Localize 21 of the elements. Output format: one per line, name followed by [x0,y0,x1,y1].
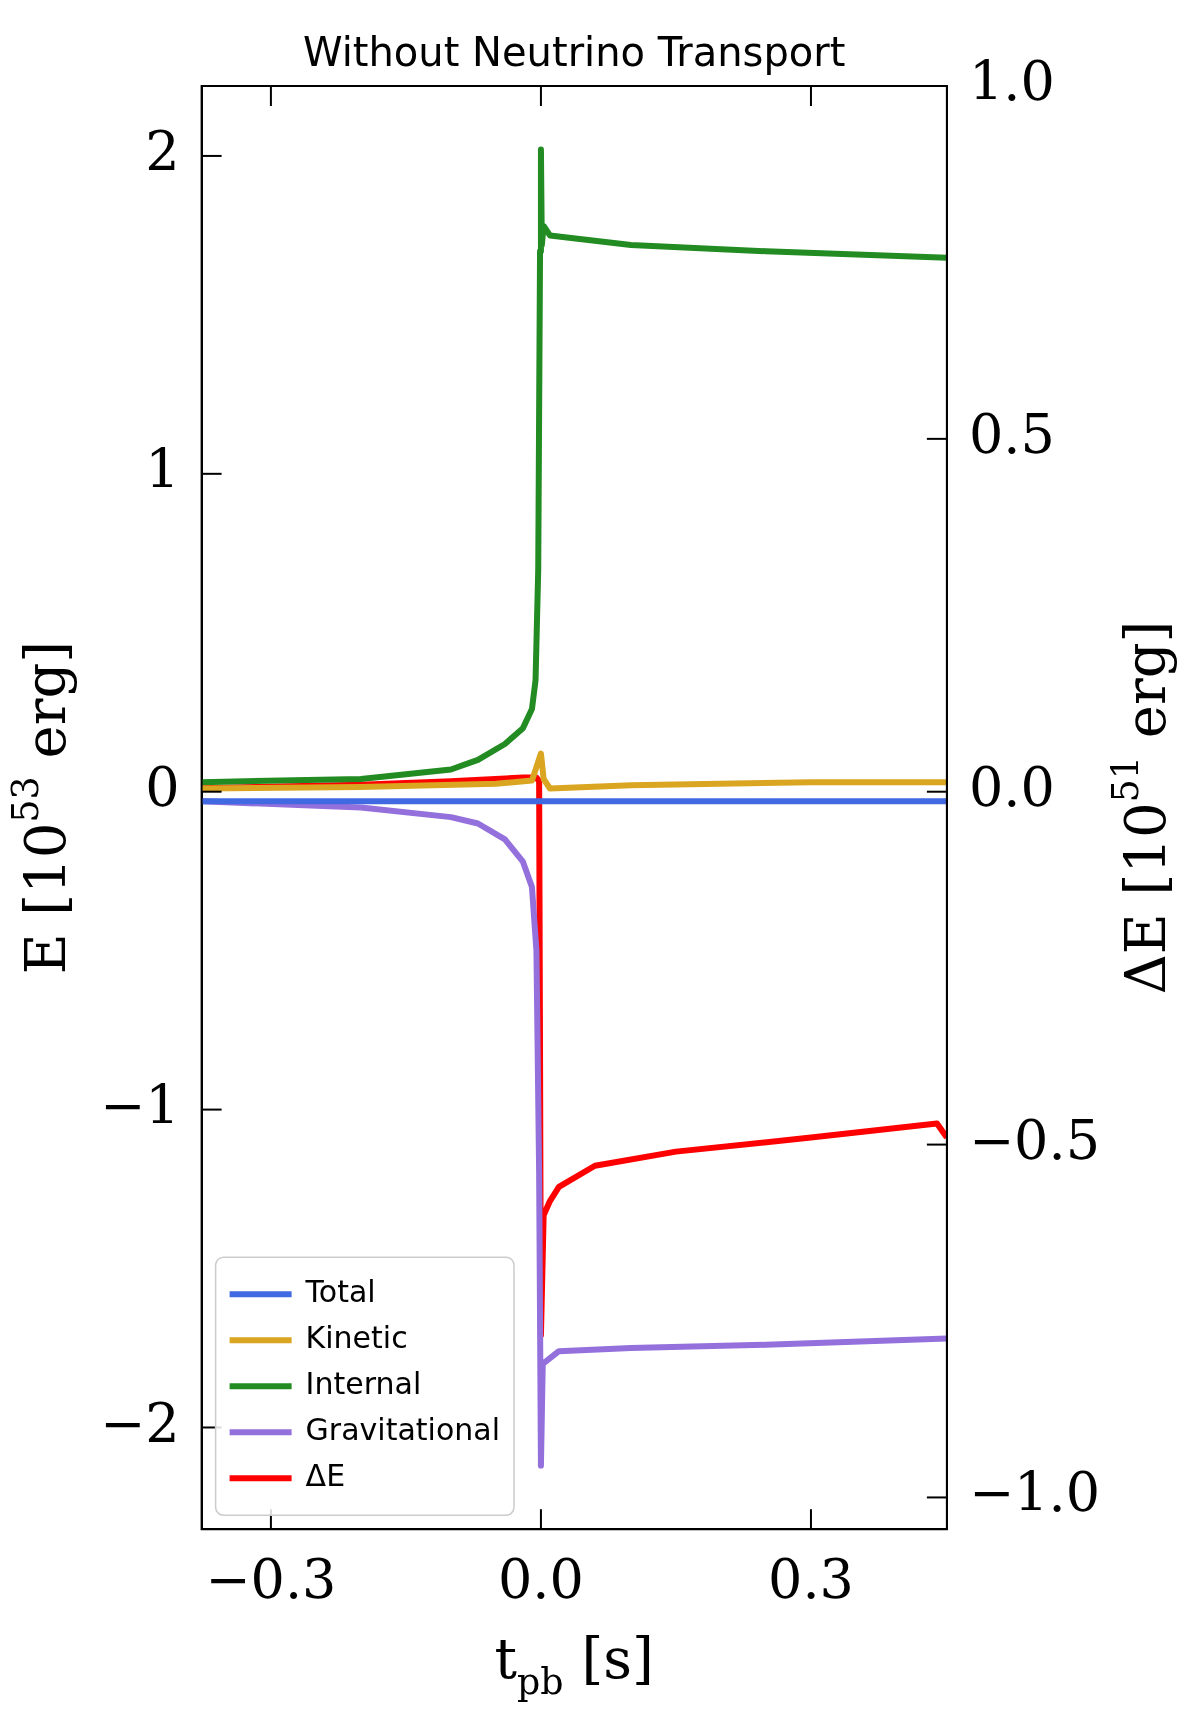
legend-label: Internal [305,1366,422,1401]
y2-tick-label: 0.0 [968,755,1055,819]
y-tick-label: −2 [99,1391,180,1455]
y-tick-label: 1 [145,437,180,501]
y-axis-title: E [1053 erg] [4,640,78,975]
y2-axis-title: ΔE [1051 erg] [1104,620,1178,995]
y2-tick-label: 1.0 [968,50,1055,114]
x-tick-label: 0.0 [497,1547,584,1611]
chart-title: Without Neutrino Transport [303,29,846,76]
y-tick-label: 0 [145,755,180,819]
y2-tick-label: 0.5 [968,402,1055,466]
legend-label: Total [304,1274,376,1309]
y2-tick-label: −0.5 [968,1108,1100,1172]
y2-tick-label: −1.0 [968,1461,1100,1525]
legend-label: Kinetic [305,1320,408,1355]
y-tick-label: −1 [99,1073,180,1137]
x-tick-label: 0.3 [768,1547,854,1611]
y-tick-label: 2 [145,119,180,183]
legend-label: Gravitational [305,1412,500,1447]
legend-label: ΔE [305,1458,346,1493]
x-tick-label: −0.3 [205,1547,337,1611]
